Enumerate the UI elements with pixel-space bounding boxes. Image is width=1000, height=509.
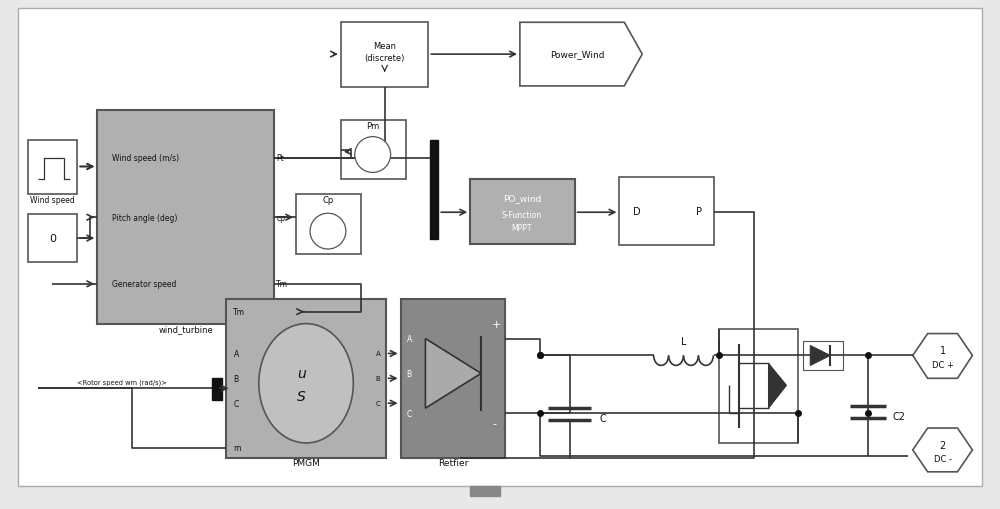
Text: <Rotor speed wm (rad/s)>: <Rotor speed wm (rad/s)>: [77, 378, 167, 385]
Polygon shape: [810, 346, 830, 365]
Bar: [212, 379, 222, 401]
Text: Power_Wind: Power_Wind: [550, 50, 605, 60]
Text: C2: C2: [893, 411, 906, 421]
Bar: [401, 299, 505, 458]
Text: Wind speed (m/s): Wind speed (m/s): [112, 154, 179, 163]
Text: Mean: Mean: [373, 42, 396, 50]
Polygon shape: [425, 339, 481, 408]
Polygon shape: [520, 23, 642, 87]
Text: B: B: [233, 374, 239, 383]
Text: PO_wind: PO_wind: [503, 193, 541, 203]
Text: Retfier: Retfier: [438, 459, 468, 467]
Polygon shape: [913, 428, 972, 472]
Text: 2: 2: [939, 440, 946, 450]
Text: P: P: [696, 207, 702, 217]
Text: Pm: Pm: [366, 122, 379, 131]
Circle shape: [355, 137, 391, 173]
Text: A: A: [376, 351, 380, 357]
Bar: [296, 195, 361, 254]
Text: MPPT: MPPT: [512, 223, 532, 232]
Text: L: L: [681, 336, 687, 346]
Bar: [341, 121, 406, 180]
Text: -: -: [492, 418, 496, 428]
Text: Generator speed: Generator speed: [112, 280, 176, 289]
Text: Tm: Tm: [276, 280, 288, 289]
Text: 0: 0: [49, 234, 56, 244]
Text: Pt: Pt: [276, 154, 284, 163]
Text: A: A: [233, 349, 239, 358]
Text: C: C: [376, 401, 380, 406]
Text: D: D: [633, 207, 641, 217]
Text: wind_turbine: wind_turbine: [158, 324, 213, 333]
Polygon shape: [769, 364, 786, 408]
Text: 1: 1: [940, 346, 946, 356]
Text: (discrete): (discrete): [364, 53, 405, 63]
Text: Tm: Tm: [233, 307, 245, 317]
Bar: [619, 178, 714, 245]
Text: DC +: DC +: [932, 360, 954, 369]
Text: S: S: [297, 389, 305, 404]
Bar: [341, 23, 428, 88]
Text: Pitch angle (deg): Pitch angle (deg): [112, 213, 177, 222]
Bar: [719, 329, 798, 443]
Text: u: u: [297, 366, 305, 381]
Bar: [470, 180, 575, 244]
Circle shape: [310, 214, 346, 249]
Bar: [97, 110, 274, 324]
Text: Cp: Cp: [322, 195, 334, 205]
Text: C: C: [233, 399, 239, 408]
Text: B: B: [376, 376, 380, 382]
Text: C: C: [407, 409, 412, 418]
Text: DC -: DC -: [934, 455, 952, 464]
Text: Wind speed: Wind speed: [30, 195, 75, 205]
Text: m: m: [233, 443, 241, 453]
Text: S-Function: S-Function: [502, 210, 542, 219]
Bar: [28, 215, 77, 263]
Polygon shape: [913, 334, 972, 379]
Bar: [430, 140, 438, 240]
Bar: [28, 140, 77, 195]
Bar: [226, 299, 386, 458]
Text: C: C: [599, 413, 606, 423]
Ellipse shape: [259, 324, 353, 443]
Text: cp: cp: [276, 213, 285, 222]
Text: PMGM: PMGM: [292, 459, 320, 467]
Bar: [803, 341, 843, 371]
Text: +: +: [492, 319, 501, 329]
Text: B: B: [407, 369, 412, 378]
Text: A: A: [407, 334, 412, 344]
Bar: [470, 486, 500, 496]
